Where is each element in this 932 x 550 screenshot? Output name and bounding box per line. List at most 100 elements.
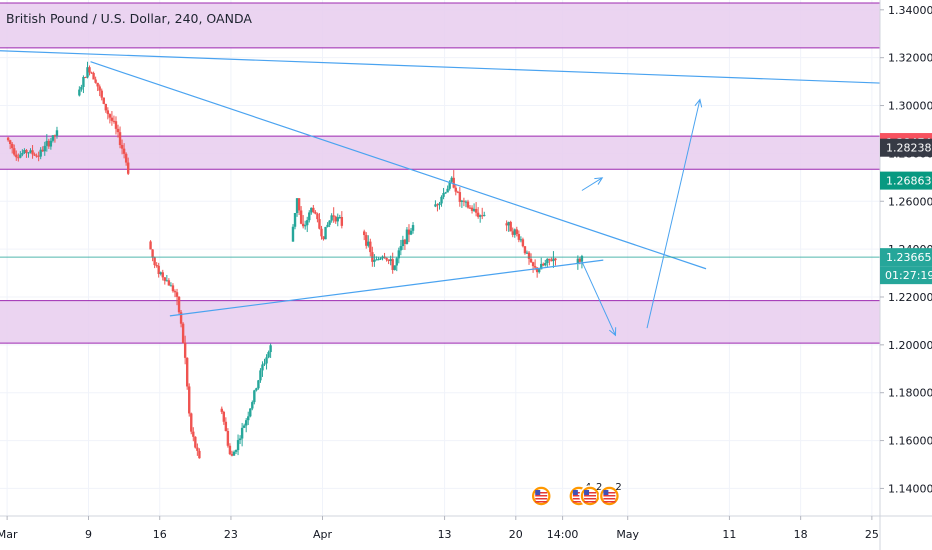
arrow-head[interactable] [609,327,617,337]
event-flag-stripe [535,498,548,500]
price-tick-label: 1.22000 [888,291,932,304]
candle-body [314,211,317,214]
candle-body [393,265,396,270]
candle-body [401,239,405,247]
event-flag-canton [535,490,541,495]
price-label-badge [880,248,932,267]
candle-body [375,259,378,261]
trend-line[interactable] [169,259,604,317]
candle-body [578,258,582,262]
candle-body [110,117,114,121]
candle-body [169,285,173,287]
candle-body [244,420,248,426]
candle-body [238,438,242,441]
time-tick-label: 16 [153,528,167,541]
candle-body [525,252,529,254]
candle-body [17,157,20,159]
candle-body [13,148,16,155]
candle-body [373,259,376,262]
arrow-shaft[interactable] [646,99,701,329]
event-markers[interactable]: 422 [530,482,622,507]
price-tick-label: 1.32000 [888,52,932,65]
candle-body [39,149,42,157]
candle-body [47,140,51,147]
event-flag-stripe [584,492,597,494]
trend-line[interactable] [90,61,707,270]
candle-body [153,257,156,266]
candle-body [456,191,460,193]
candle-body [124,153,128,163]
candle-body [19,154,22,158]
event-flag-icon[interactable] [530,485,552,507]
candle-body [104,103,108,111]
arrow-head[interactable] [694,98,703,108]
arrow-shaft[interactable] [581,261,616,336]
candle-body [45,140,48,146]
candle-body [94,79,97,83]
candle-body [436,204,439,206]
candle-body [448,181,451,189]
candle-body [78,89,81,96]
trend-line[interactable] [0,50,881,84]
candle-body [120,145,124,149]
candle-body [320,228,323,237]
candle-body [483,214,486,216]
candle-body [263,363,266,365]
arrow-shaft[interactable] [581,177,603,191]
candle-body [336,217,339,222]
candle-body [96,82,99,87]
candle-body [257,380,260,389]
candle-body [291,226,295,242]
countdown-text: 01:27:19 [885,269,932,282]
event-flag-stripe [584,501,597,503]
candle-body [511,231,514,235]
candle-body [108,114,112,118]
candle-body [31,150,34,155]
candle-body [175,292,179,297]
time-axis[interactable]: Mar 9 16 23 Apr 13 20 14:00 May 11 18 25 [0,515,932,541]
candle-body [21,153,24,155]
candle-body [80,86,83,90]
candles [6,61,584,459]
candle-body [446,188,449,193]
candle-body [472,208,476,211]
candle-body [88,67,91,73]
time-tick-label: 13 [438,528,452,541]
candle-body [51,135,55,141]
time-tick-label: 20 [509,528,523,541]
price-tick-label: 1.18000 [888,387,932,400]
candle-body [318,219,321,229]
candle-body [167,280,171,286]
time-tick-label: Apr [313,528,333,541]
candle-body [395,258,398,266]
candle-body [438,203,441,206]
candle-body [149,241,152,250]
candle-body [308,212,311,221]
time-tick-label: 11 [722,528,736,541]
candle-body [304,225,307,227]
candle-body [517,234,521,240]
candle-body [529,258,533,263]
candle-body [90,72,93,74]
event-flag-stripe [584,495,597,497]
candle-body [377,259,380,261]
candle-body [322,236,325,240]
candle-body [196,447,199,451]
trend-lines[interactable] [0,50,881,317]
candle-body [521,239,525,247]
candle-body [183,342,187,358]
candle-body [310,207,313,213]
grid [0,0,880,516]
candle-body [116,128,120,133]
event-flag-stripe [603,501,616,503]
candle-body [464,201,468,203]
candle-body [236,440,240,451]
arrow-head[interactable] [594,177,604,185]
candle-body [98,86,101,91]
candle-body [295,198,299,214]
event-flag-icon[interactable]: 2 [598,482,622,507]
projection-arrows[interactable] [581,98,703,337]
candle-body [11,144,14,149]
